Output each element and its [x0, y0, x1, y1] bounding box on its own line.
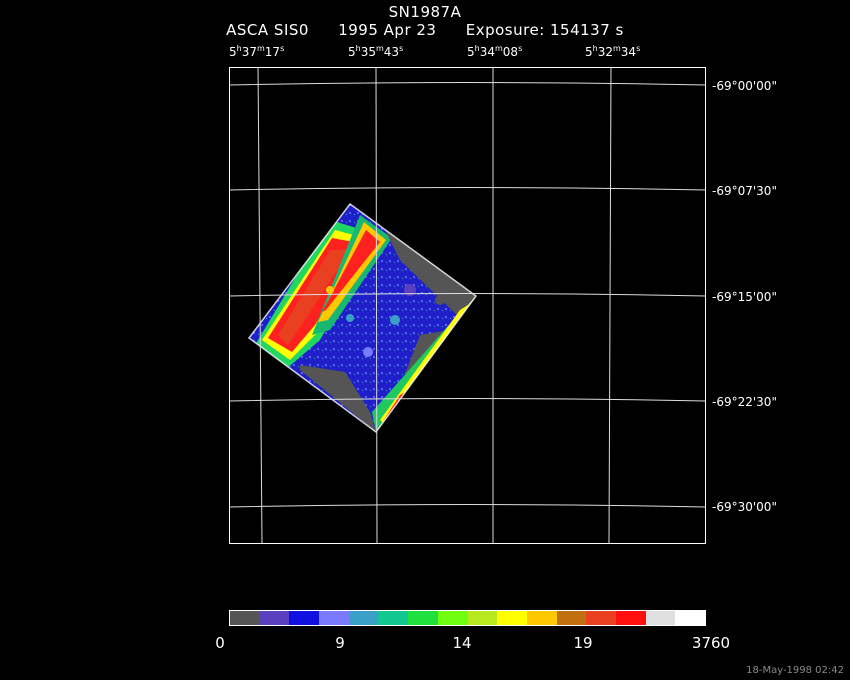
- colorbar-swatch: [408, 611, 438, 625]
- colorbar-swatch: [615, 611, 646, 625]
- ra-label: 5h35m43s: [348, 44, 404, 59]
- ra-label: 5h32m34s: [585, 44, 641, 59]
- colorbar-swatch: [586, 611, 616, 625]
- dec-label: -69°30'00": [712, 500, 777, 514]
- instrument-label: ASCA SIS0: [226, 21, 309, 39]
- colorbar-swatch: [289, 611, 320, 625]
- colorbar-swatch: [230, 611, 260, 625]
- image-subtitle: ASCA SIS0 1995 Apr 23 Exposure: 154137 s: [0, 21, 850, 39]
- detector-image: [249, 204, 476, 432]
- date-label: 1995 Apr 23: [338, 21, 437, 39]
- dec-label: -69°00'00": [712, 79, 777, 93]
- ra-label: 5h34m08s: [467, 44, 523, 59]
- ra-label: 5h37m17s: [229, 44, 285, 59]
- colorbar-label: 3760: [691, 634, 731, 652]
- colorbar-swatch: [259, 611, 290, 625]
- colorbar-label: 0: [215, 634, 225, 652]
- colorbar-swatch: [645, 611, 676, 625]
- colorbar-swatch: [437, 611, 468, 625]
- dec-label: -69°15'00": [712, 290, 777, 304]
- dec-label: -69°07'30": [712, 184, 777, 198]
- colorbar-label: 9: [335, 634, 345, 652]
- colorbar-label: 19: [573, 634, 593, 652]
- image-title: SN1987A: [388, 3, 462, 21]
- colorbar-swatch: [526, 611, 557, 625]
- colorbar-swatch: [348, 611, 379, 625]
- coordinate-grid: [228, 66, 707, 544]
- colorbar-swatch: [675, 611, 705, 625]
- exposure-label: Exposure: 154137 s: [465, 21, 624, 39]
- colorbar-swatch: [497, 611, 527, 625]
- colorbar-swatch: [378, 611, 409, 625]
- plot-frame: [229, 67, 706, 544]
- colorbar-swatch: [467, 611, 498, 625]
- colorbar-swatch: [319, 611, 349, 625]
- dec-label: -69°22'30": [712, 395, 777, 409]
- colorbar-swatch: [556, 611, 587, 625]
- colorbar: [229, 610, 706, 626]
- colorbar-label: 14: [452, 634, 472, 652]
- timestamp: 18-May-1998 02:42: [746, 665, 844, 676]
